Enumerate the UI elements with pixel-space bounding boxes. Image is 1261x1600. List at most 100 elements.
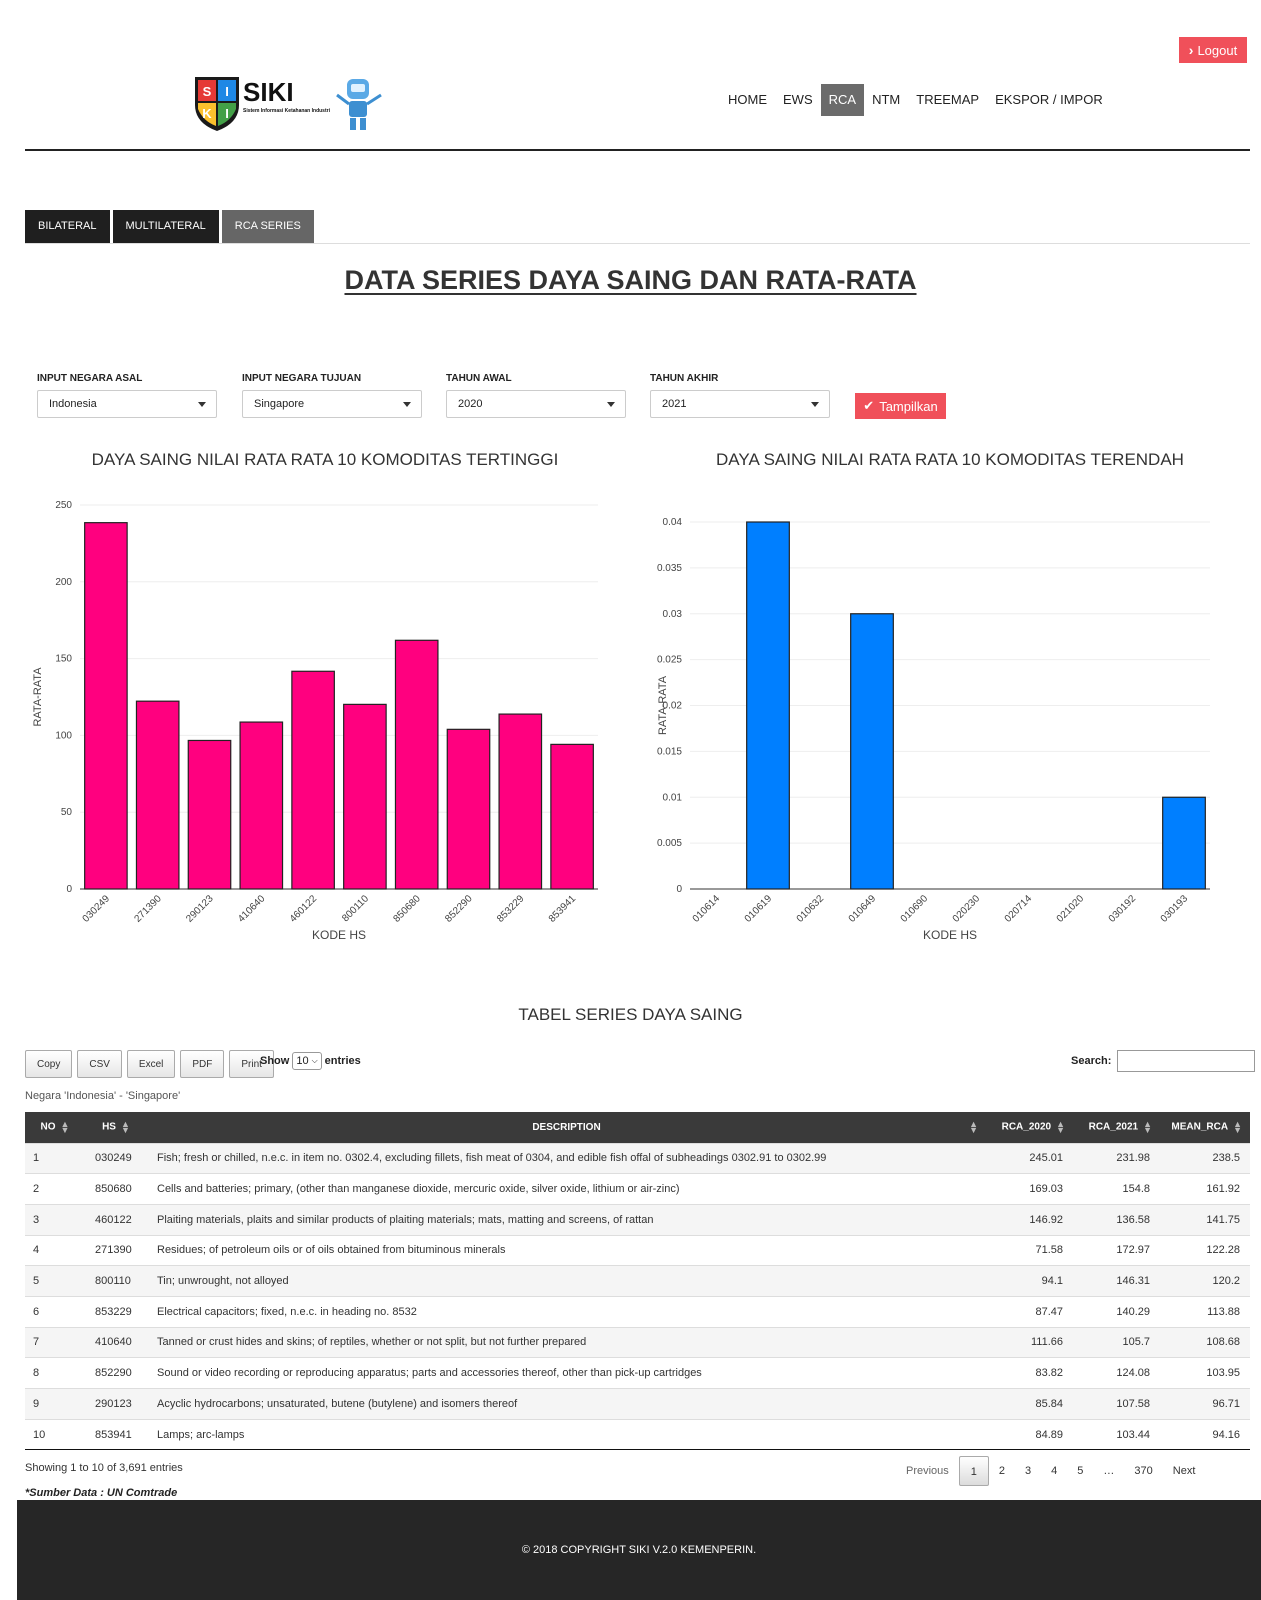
bar[interactable] (446, 728, 491, 890)
bar[interactable] (1162, 796, 1206, 890)
col-header-no[interactable]: NO ▲ ▼ (25, 1112, 85, 1143)
cell-hs: 460122 (85, 1203, 147, 1236)
shield-letter: K (202, 106, 212, 121)
cell-rca-2021: 231.98 (1073, 1142, 1160, 1174)
nav-item-treemap[interactable]: TREEMAP (916, 92, 980, 107)
logo-shield (195, 77, 239, 131)
shield-letter: S (203, 84, 212, 99)
brand-tagline: Sistem Informasi Ketahanan Industri (243, 108, 331, 114)
search-input[interactable] (1117, 1050, 1256, 1072)
csv-button[interactable]: CSV (77, 1050, 122, 1078)
col-header-rca-2020[interactable]: RCA_2020 ▲ ▼ (986, 1112, 1073, 1143)
y-tick-label: 0.04 (663, 517, 683, 528)
page-length-select[interactable]: 10 ⌵ (292, 1052, 322, 1070)
bar[interactable] (135, 700, 180, 890)
pager-page-1[interactable]: 1 (958, 1456, 989, 1486)
cell-rca-2021: 124.08 (1073, 1357, 1160, 1389)
bar[interactable] (850, 613, 894, 890)
siki-logo[interactable]: S I K I SIKI Sistem Informasi Ketahanan … (193, 71, 393, 133)
cell-hs: 290123 (85, 1388, 147, 1420)
pager-page-3[interactable]: 3 (1025, 1465, 1032, 1477)
filter-label: INPUT NEGARA ASAL (37, 373, 143, 384)
nav-item-ews[interactable]: EWS (783, 92, 813, 107)
table-row[interactable]: 2 850680 Cells and batteries; primary, (ot… (25, 1173, 1250, 1205)
table-row[interactable]: 9 290123 Acyclic hydrocarbons; unsaturated… (25, 1388, 1250, 1420)
cell-rca-2020: 87.47 (986, 1295, 1073, 1328)
pager-page-5[interactable]: 5 (1077, 1465, 1084, 1477)
cell-no: 5 (25, 1265, 85, 1297)
cell-no: 4 (25, 1234, 85, 1266)
tab-bilateral[interactable]: BILATERAL (25, 210, 110, 243)
table-row[interactable]: 5 800110 Tin; unwrought, not alloyed 94.1 14… (25, 1265, 1250, 1297)
bar[interactable] (550, 743, 594, 890)
table-row[interactable]: 7 410640 Tanned or crust hides and skins; … (25, 1326, 1250, 1358)
bar[interactable] (187, 739, 232, 890)
nav-item-ekspor-impor[interactable]: EKSPOR / IMPOR (995, 92, 1103, 107)
table-row[interactable]: 10 853941 Lamps; arc-lamps 84.89 103.44 94.16 (25, 1418, 1250, 1451)
cell-description: Cells and batteries; primary, (other tha… (147, 1173, 986, 1205)
col-header-hs[interactable]: HS ▲ ▼ (85, 1112, 147, 1143)
y-tick-label: 0.02 (663, 701, 683, 712)
pager-page-4[interactable]: 4 (1051, 1465, 1058, 1477)
col-header-label: NO (40, 1121, 56, 1133)
x-tick-label: 290123 (184, 893, 216, 925)
nav-item-ntm[interactable]: NTM (872, 92, 901, 107)
bar[interactable] (746, 521, 790, 890)
rca-subtabs: BILATERAL MULTILATERAL RCA SERIES (25, 210, 314, 243)
cell-description: Sound or video recording or reproducing … (147, 1357, 986, 1389)
tahun-awal-select[interactable]: 2020 (446, 390, 626, 418)
table-row[interactable]: 8 852290 Sound or video recording or repro… (25, 1357, 1250, 1389)
bar[interactable] (498, 713, 543, 890)
pager-previous[interactable]: Previous (906, 1465, 949, 1477)
x-tick-label: 030249 (81, 893, 113, 925)
col-header-mean-rca[interactable]: MEAN_RCA ▲ ▼ (1160, 1112, 1250, 1143)
table-caption: Negara 'Indonesia' - 'Singapore' (25, 1090, 181, 1102)
chart-title-tertinggi: DAYA SAING NILAI RATA RATA 10 KOMODITAS … (91, 450, 559, 469)
col-header-rca-2021[interactable]: RCA_2021 ▲ ▼ (1073, 1112, 1160, 1143)
tab-multilateral[interactable]: MULTILATERAL (112, 210, 219, 243)
table-row[interactable]: 1 030249 Fish; fresh or chilled, n.e.c. in… (25, 1142, 1250, 1174)
copy-button[interactable]: Copy (25, 1050, 73, 1078)
cell-no: 6 (25, 1295, 85, 1328)
cell-mean-rca: 120.2 (1160, 1265, 1250, 1297)
print-button[interactable]: Print (229, 1050, 274, 1078)
chart-title-terendah: DAYA SAING NILAI RATA RATA 10 KOMODITAS … (716, 450, 1184, 469)
pager-next[interactable]: Next (1172, 1465, 1196, 1477)
cell-mean-rca: 103.95 (1160, 1357, 1250, 1389)
bar[interactable] (291, 670, 335, 890)
y-tick-label: 0.01 (663, 792, 683, 803)
table-row[interactable]: 6 853229 Electrical capacitors; fixed, n.e… (25, 1295, 1250, 1328)
select-value: Indonesia (49, 398, 97, 410)
col-header-description[interactable]: DESCRIPTION ▲ ▼ (147, 1112, 986, 1143)
cell-rca-2020: 146.92 (986, 1203, 1073, 1236)
bar[interactable] (239, 721, 284, 890)
nav-item-rca[interactable]: RCA (820, 84, 865, 116)
table-row[interactable]: 4 271390 Residues; of petroleum oils or of… (25, 1234, 1250, 1266)
bar[interactable] (394, 639, 439, 890)
main-nav: HOME EWS RCA NTM TREEMAP EKSPOR / IMPOR (720, 84, 1111, 116)
page-length-value: 10 (296, 1055, 309, 1067)
negara-asal-select[interactable]: Indonesia (37, 390, 217, 418)
bar[interactable] (84, 522, 128, 890)
nav-item-home[interactable]: HOME (728, 92, 767, 107)
pager-page-2[interactable]: 2 (998, 1465, 1006, 1477)
tahun-akhir-select[interactable]: 2021 (650, 390, 830, 418)
tampilkan-label: Tampilkan (879, 398, 938, 414)
bar[interactable] (343, 703, 387, 890)
x-tick-label: 010632 (795, 893, 827, 925)
pager-page-last[interactable]: 370 (1134, 1465, 1153, 1477)
excel-button[interactable]: Excel (126, 1050, 176, 1078)
cell-no: 3 (25, 1203, 85, 1236)
table-row[interactable]: 3 460122 Plaiting materials, plaits and si… (25, 1203, 1250, 1236)
sort-icon: ▲ ▼ (1233, 1119, 1242, 1136)
pdf-button[interactable]: PDF (180, 1050, 225, 1078)
pager-ellipsis: … (1103, 1465, 1115, 1477)
table-info: Showing 1 to 10 of 3,691 entries (25, 1462, 183, 1474)
tampilkan-button[interactable]: ✔ Tampilkan (855, 393, 946, 419)
negara-tujuan-select[interactable]: Singapore (242, 390, 422, 418)
filter-negara-asal: INPUT NEGARA ASAL Indonesia (37, 373, 217, 418)
logout-button[interactable]: › Logout (1179, 37, 1247, 63)
tab-rca-series[interactable]: RCA SERIES (221, 210, 314, 243)
x-tick-label: 853941 (547, 893, 579, 925)
cell-no: 10 (25, 1418, 85, 1451)
